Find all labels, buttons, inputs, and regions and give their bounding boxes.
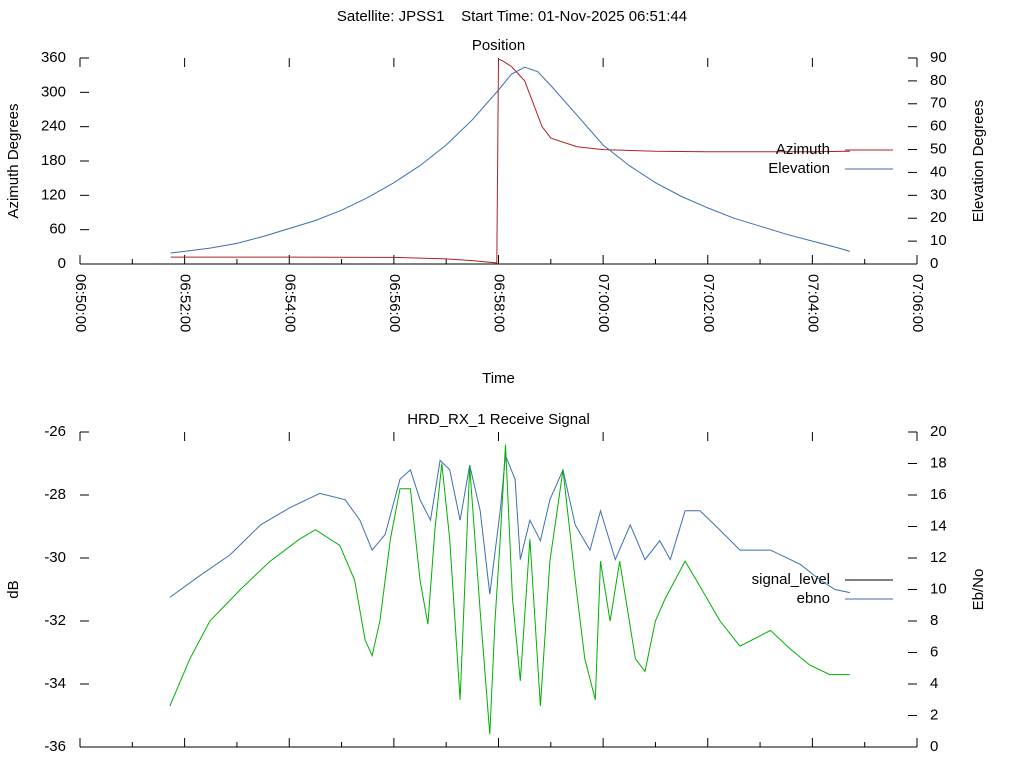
x-tick-label: 06:56:00 bbox=[386, 274, 403, 332]
y-tick-label: -30 bbox=[44, 549, 66, 566]
x-tick-label: 06:54:00 bbox=[281, 274, 298, 332]
y-tick-label: -28 bbox=[44, 486, 66, 503]
y2-tick-label: 0 bbox=[930, 255, 938, 272]
legend-label: signal_level bbox=[752, 571, 830, 588]
y2-tick-label: 16 bbox=[930, 486, 947, 503]
x-tick-label: 06:50:00 bbox=[72, 274, 89, 332]
legend-label: Elevation bbox=[768, 160, 830, 177]
y-tick-label: -32 bbox=[44, 612, 66, 629]
y2-tick-label: 8 bbox=[930, 612, 938, 629]
x-tick-label: 06:52:00 bbox=[177, 274, 194, 332]
y2-tick-label: 20 bbox=[930, 209, 947, 226]
chart-title: Position bbox=[472, 37, 525, 54]
y2-axis-label: Elevation Degrees bbox=[970, 100, 987, 223]
y2-tick-label: 50 bbox=[930, 141, 947, 158]
y-axis-label: dB bbox=[5, 580, 22, 598]
y-tick-label: 240 bbox=[41, 118, 66, 135]
x-tick-label: 07:04:00 bbox=[804, 274, 821, 332]
x-tick-label: 06:58:00 bbox=[491, 274, 508, 332]
series-line bbox=[169, 444, 850, 735]
y2-tick-label: 60 bbox=[930, 118, 947, 135]
series-line bbox=[169, 455, 851, 598]
y-axis-label: Azimuth Degrees bbox=[5, 103, 22, 218]
page-title: Satellite: JPSS1 Start Time: 01-Nov-2025… bbox=[337, 8, 687, 25]
x-tick-label: 07:02:00 bbox=[700, 274, 717, 332]
chart-title: HRD_RX_1 Receive Signal bbox=[407, 411, 590, 428]
y2-tick-label: 70 bbox=[930, 95, 947, 112]
y2-tick-label: 14 bbox=[930, 517, 947, 534]
y2-tick-label: 4 bbox=[930, 675, 938, 692]
y-tick-label: -26 bbox=[44, 423, 66, 440]
x-tick-label: 07:00:00 bbox=[595, 274, 612, 332]
legend-label: ebno bbox=[797, 590, 830, 607]
y-tick-label: 120 bbox=[41, 186, 66, 203]
y-tick-label: 180 bbox=[41, 152, 66, 169]
y2-tick-label: 10 bbox=[930, 232, 947, 249]
y2-tick-label: 0 bbox=[930, 738, 938, 755]
y2-tick-label: 40 bbox=[930, 163, 947, 180]
y2-tick-label: 90 bbox=[930, 49, 947, 66]
y2-tick-label: 30 bbox=[930, 186, 947, 203]
series-line bbox=[170, 66, 851, 254]
y-tick-label: 0 bbox=[58, 255, 66, 272]
legend-label: Azimuth bbox=[776, 141, 830, 158]
series-line bbox=[170, 58, 850, 264]
y-tick-label: 360 bbox=[41, 49, 66, 66]
x-tick-label: 07:06:00 bbox=[909, 274, 926, 332]
y2-tick-label: 20 bbox=[930, 423, 947, 440]
y2-tick-label: 80 bbox=[930, 72, 947, 89]
y-tick-label: 60 bbox=[49, 221, 66, 238]
y2-tick-label: 2 bbox=[930, 706, 938, 723]
y-tick-label: 300 bbox=[41, 83, 66, 100]
y2-axis-label: Eb/No bbox=[970, 569, 987, 611]
y-tick-label: -34 bbox=[44, 675, 66, 692]
y-tick-label: -36 bbox=[44, 738, 66, 755]
y2-tick-label: 12 bbox=[930, 549, 947, 566]
x-axis-label: Time bbox=[482, 370, 515, 387]
y2-tick-label: 18 bbox=[930, 454, 947, 471]
y2-tick-label: 6 bbox=[930, 643, 938, 660]
y2-tick-label: 10 bbox=[930, 580, 947, 597]
